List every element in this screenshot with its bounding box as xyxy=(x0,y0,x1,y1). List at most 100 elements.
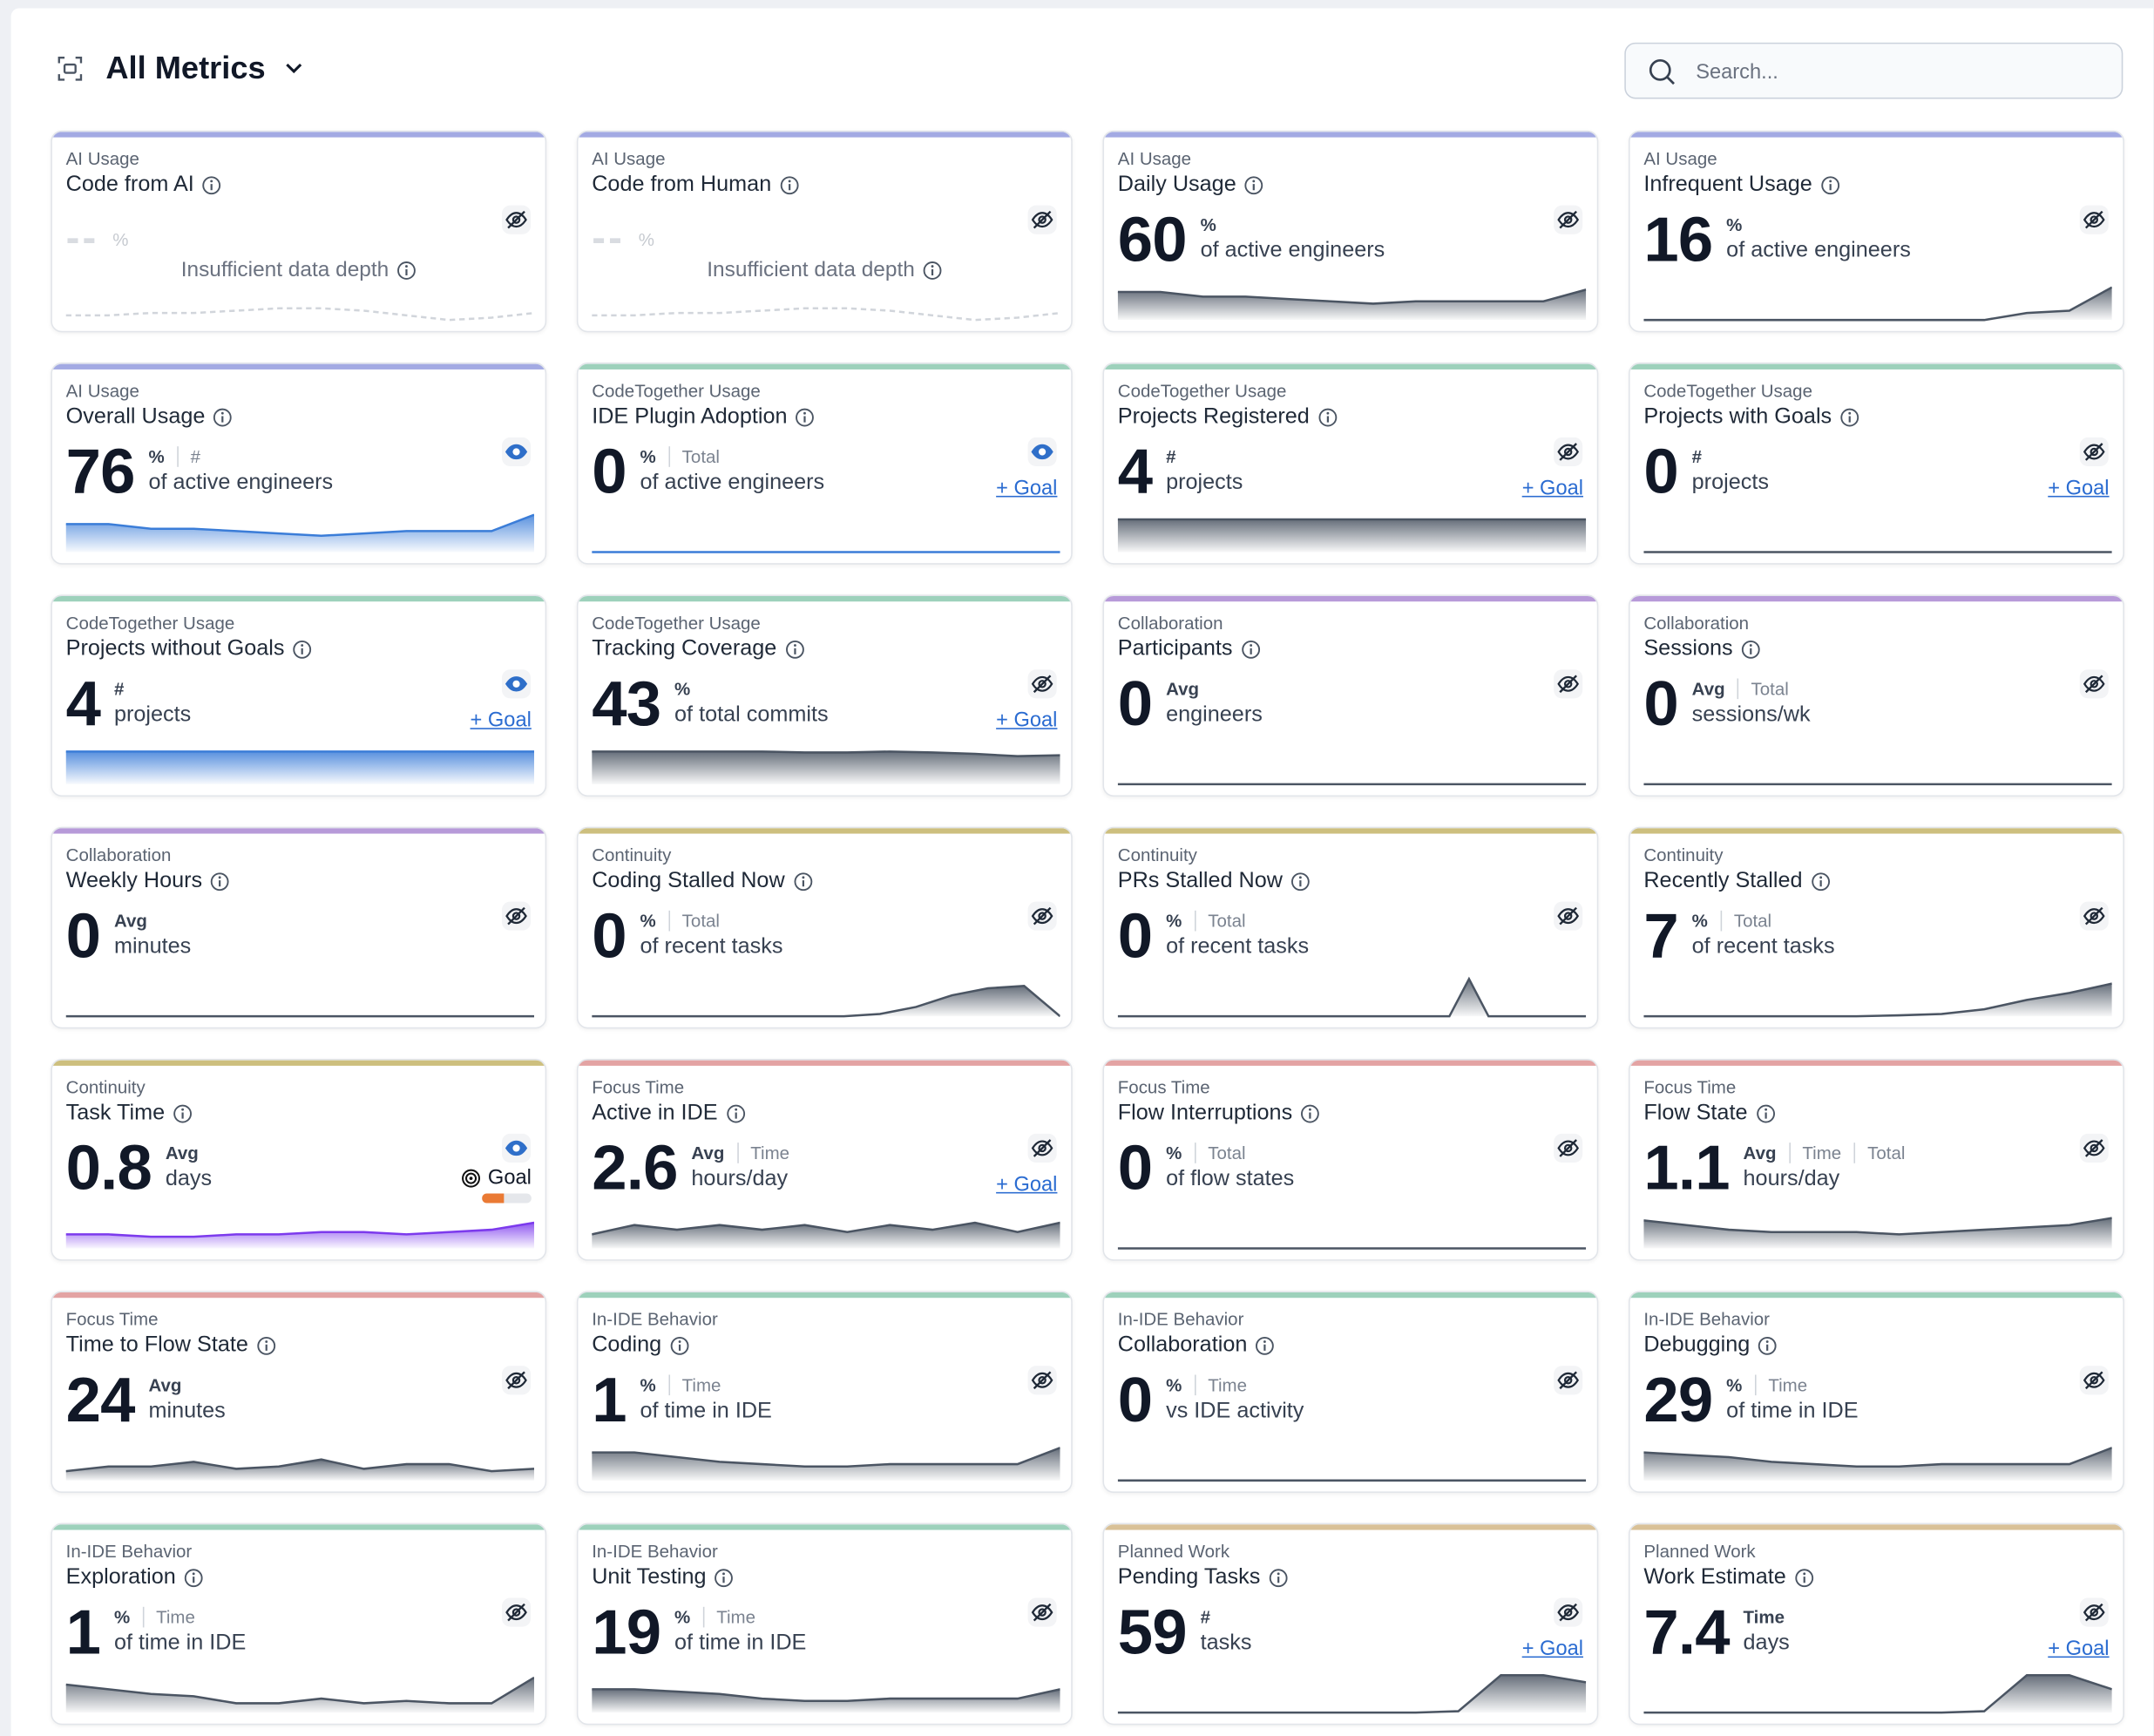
hidden-toggle[interactable] xyxy=(1027,668,1058,699)
metric-card[interactable]: In-IDE Behavior Coding 1% Time of time in ID… xyxy=(576,1291,1073,1494)
metric-card[interactable]: CodeTogether Usage Tracking Coverage 43% of… xyxy=(576,594,1073,797)
sparkline-area xyxy=(65,1677,535,1713)
sparkline xyxy=(1117,288,1587,321)
metric-card[interactable]: Continuity Recently Stalled 7% Total of rece… xyxy=(1629,826,2124,1029)
metric-side: % Total of recent tasks xyxy=(1692,910,1835,960)
metric-title: Collaboration xyxy=(1117,1333,1248,1357)
info-icon xyxy=(1244,176,1263,195)
visible-toggle[interactable] xyxy=(501,1133,532,1163)
metric-category: Planned Work xyxy=(1643,1541,1756,1562)
add-goal-link[interactable]: + Goal xyxy=(2048,1637,2110,1661)
hidden-toggle[interactable] xyxy=(501,1597,532,1628)
visible-toggle[interactable] xyxy=(501,668,532,699)
hidden-toggle[interactable] xyxy=(501,901,532,932)
metric-unit: % xyxy=(638,228,654,250)
hidden-toggle[interactable] xyxy=(2079,668,2110,699)
metric-card[interactable]: CodeTogether Usage Projects without Goals… xyxy=(51,594,547,797)
add-goal-link[interactable]: + Goal xyxy=(2048,476,2110,500)
metric-card[interactable]: AI Usage Daily Usage 60% of active engineer… xyxy=(1102,130,1599,333)
metric-card[interactable]: Continuity Coding Stalled Now 0% Total of re… xyxy=(576,826,1073,1029)
search-box[interactable]: Search... xyxy=(1624,42,2124,99)
metric-unit: % xyxy=(1200,214,1216,235)
metric-value: 0 xyxy=(592,435,627,507)
visible-toggle[interactable] xyxy=(1027,437,1058,467)
hidden-toggle[interactable] xyxy=(501,205,532,235)
add-goal-link[interactable]: + Goal xyxy=(996,1172,1058,1197)
hidden-toggle[interactable] xyxy=(501,1365,532,1395)
sparkline xyxy=(592,750,1060,784)
hidden-toggle[interactable] xyxy=(2079,901,2110,932)
hidden-toggle[interactable] xyxy=(1027,901,1058,932)
hidden-toggle[interactable] xyxy=(1027,1365,1058,1395)
metric-card[interactable]: AI Usage Code from AI --% Insufficient data… xyxy=(51,130,547,333)
hidden-toggle[interactable] xyxy=(1553,901,1583,932)
hidden-toggle[interactable] xyxy=(1553,1597,1583,1628)
metric-card[interactable]: Focus Time Time to Flow State 24 Avg minutes xyxy=(51,1291,547,1494)
metric-value: 7.4 xyxy=(1643,1596,1730,1668)
hidden-toggle[interactable] xyxy=(1027,205,1058,235)
hidden-toggle[interactable] xyxy=(2079,437,2110,467)
sparkline-area xyxy=(592,1448,1060,1481)
metric-side: % Total of active engineers xyxy=(640,446,824,496)
add-goal-link[interactable]: + Goal xyxy=(996,709,1058,732)
metric-units: Avg xyxy=(1166,678,1263,699)
add-goal-link[interactable]: + Goal xyxy=(1521,476,1584,500)
hidden-toggle[interactable] xyxy=(2079,205,2110,235)
metric-unit: Total xyxy=(667,446,720,467)
hidden-toggle[interactable] xyxy=(1553,205,1583,235)
sparkline-area xyxy=(1643,287,2112,321)
metric-card[interactable]: Focus Time Flow State 1.1 Avg Time Total hours… xyxy=(1629,1059,2124,1261)
page-title[interactable]: All Metrics xyxy=(105,49,266,85)
hidden-toggle[interactable] xyxy=(2079,1133,2110,1163)
info-icon xyxy=(715,1569,734,1588)
metric-card[interactable]: Planned Work Pending Tasks 59 # tasks + Goal xyxy=(1102,1522,1599,1726)
add-goal-link[interactable]: + Goal xyxy=(470,709,532,732)
metric-card[interactable]: Continuity Task Time 0.8 Avg days Goal xyxy=(51,1059,547,1261)
add-goal-link[interactable]: + Goal xyxy=(1521,1637,1584,1661)
metric-card[interactable]: Collaboration Sessions 0 Avg Total sessions/w… xyxy=(1629,594,2124,797)
sparkline xyxy=(65,750,535,784)
metric-units: % xyxy=(1726,214,1911,235)
metric-card[interactable]: In-IDE Behavior Exploration 1% Time of time … xyxy=(51,1522,547,1726)
metric-card[interactable]: AI Usage Overall Usage 76% # of active engin… xyxy=(51,363,547,565)
metric-card[interactable]: Collaboration Participants 0 Avg engineers xyxy=(1102,594,1599,797)
metric-units: % Time xyxy=(674,1606,806,1628)
metric-card[interactable]: AI Usage Infrequent Usage 16% of active eng… xyxy=(1629,130,2124,333)
visible-toggle[interactable] xyxy=(501,437,532,467)
sparkline xyxy=(1117,518,1587,553)
metric-value: 4 xyxy=(1117,435,1153,507)
metric-title-row: IDE Plugin Adoption xyxy=(592,405,815,430)
dropdown-chevron[interactable] xyxy=(283,58,305,79)
category-accent xyxy=(51,363,545,370)
add-goal-link[interactable]: + Goal xyxy=(996,476,1058,500)
metric-card[interactable]: Collaboration Weekly Hours 0 Avg minutes xyxy=(51,826,547,1029)
metric-card[interactable]: In-IDE Behavior Unit Testing 19% Time of tim… xyxy=(576,1522,1073,1726)
metric-card[interactable]: Planned Work Work Estimate 7.4 Time days + Go… xyxy=(1629,1522,2124,1726)
hidden-toggle[interactable] xyxy=(2079,1597,2110,1628)
metric-card[interactable]: Focus Time Active in IDE 2.6 Avg Time hours/d… xyxy=(576,1059,1073,1261)
metric-card[interactable]: In-IDE Behavior Collaboration 0% Time vs IDE… xyxy=(1102,1291,1599,1494)
hidden-toggle[interactable] xyxy=(1553,668,1583,699)
metric-card[interactable]: CodeTogether Usage IDE Plugin Adoption 0% T… xyxy=(576,363,1073,565)
metric-card[interactable]: CodeTogether Usage Projects Registered 4 # p… xyxy=(1102,363,1599,565)
hidden-toggle[interactable] xyxy=(1027,1133,1058,1163)
hidden-toggle[interactable] xyxy=(1027,1597,1058,1628)
category-accent xyxy=(1104,1060,1597,1066)
hidden-toggle[interactable] xyxy=(2079,1365,2110,1395)
metric-title-row: Infrequent Usage xyxy=(1643,173,1839,198)
goal-progress-fill xyxy=(482,1193,505,1204)
hidden-toggle[interactable] xyxy=(1553,437,1583,467)
metric-card[interactable]: In-IDE Behavior Debugging 29% Time of time i… xyxy=(1629,1291,2124,1494)
metric-card[interactable]: Continuity PRs Stalled Now 0% Total of recen… xyxy=(1102,826,1599,1029)
metric-card[interactable]: CodeTogether Usage Projects with Goals 0 # p… xyxy=(1629,363,2124,565)
info-icon xyxy=(796,408,815,427)
metric-card[interactable]: Focus Time Flow Interruptions 0% Total of fl… xyxy=(1102,1059,1599,1261)
category-accent xyxy=(1104,1292,1597,1299)
metric-category: CodeTogether Usage xyxy=(1643,380,1812,402)
metric-main: 0% Total of recent tasks xyxy=(592,904,782,966)
hidden-toggle[interactable] xyxy=(1553,1133,1583,1163)
hidden-toggle[interactable] xyxy=(1553,1365,1583,1395)
metric-card[interactable]: AI Usage Code from Human --% Insufficient d… xyxy=(576,130,1073,333)
metric-title: Unit Testing xyxy=(592,1565,707,1590)
category-accent xyxy=(1104,363,1597,370)
